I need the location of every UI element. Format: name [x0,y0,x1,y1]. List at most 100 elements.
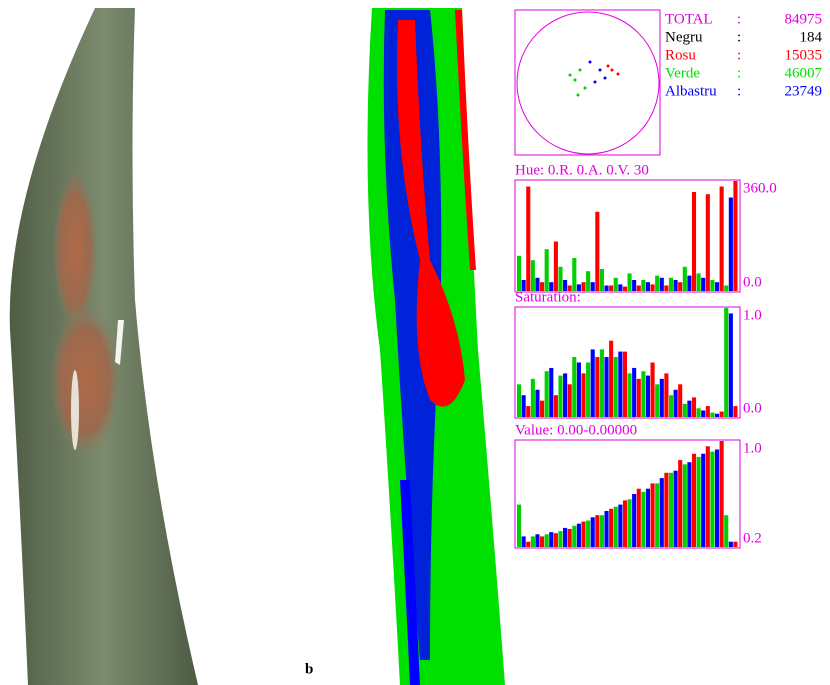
body: b TOTAL:84975Negru:184Rosu:15035Verde:46… [0,0,830,685]
histogram-bar [545,371,549,417]
histogram-bar [710,413,714,417]
histogram-bar [692,192,696,291]
histogram-bar [577,524,581,547]
histogram-bar [572,258,576,291]
histogram-bar [715,414,719,417]
histogram-bar [664,473,668,547]
histogram-bottom-label: 0.0 [743,400,762,416]
histogram-bar [595,515,599,547]
histogram-bar [651,284,655,291]
polar-circle [517,12,659,154]
histogram-bar [678,460,682,547]
histogram-bar [604,357,608,417]
histogram-bar [687,462,691,547]
histogram-bottom-label: 0.0 [743,274,762,290]
histogram-title: Value: 0.00-0.00000 [515,422,637,438]
histogram-bar [706,194,710,291]
histogram-bar [683,464,687,547]
histogram-bar [628,499,632,547]
histogram-bar [581,373,585,417]
histogram-title: Hue: 0.R. 0.A. 0.V. 30 [515,162,649,178]
stat-label: TOTAL [665,11,713,27]
stat-label: Rosu [665,47,696,63]
histogram-bar [701,278,705,291]
histogram-bar [531,536,535,547]
histogram-bar [623,500,627,547]
histogram-bar [591,282,595,291]
figure: b TOTAL:84975Negru:184Rosu:15035Verde:46… [0,0,830,685]
histogram-bar [554,395,558,417]
histogram-bar [687,276,691,291]
histogram-bar [572,526,576,547]
histogram-bar [729,198,733,292]
histogram-bar [581,282,585,291]
histogram-bar [618,284,622,291]
histogram-bar [678,384,682,417]
stat-label: Verde [665,65,700,81]
histogram-bar [683,404,687,417]
histogram-bar [632,494,636,547]
histogram-top-label: 1.0 [743,307,762,323]
histogram-bar [646,489,650,547]
histogram-top-label: 360.0 [743,180,777,196]
stat-sep: : [737,29,741,45]
histogram-bar [687,401,691,417]
histogram-bar [563,528,567,547]
histogram-bar [604,511,608,547]
histogram-bar [724,515,728,547]
histogram-bar [586,521,590,548]
histogram-bar [733,181,737,291]
histogram-bar [664,373,668,417]
histogram-bar [535,390,539,417]
histogram-bar [545,534,549,547]
histogram-bar [655,276,659,291]
histogram-bar [655,483,659,547]
histogram-bar [535,534,539,547]
histogram-bar [697,408,701,417]
histogram-bar [558,376,562,417]
histogram-bar [733,542,737,547]
histogram-title: Saturation: [515,289,581,305]
histogram-bar [692,454,696,547]
histogram-bar [554,242,558,292]
histogram-bar [558,267,562,291]
histogram-bar [701,454,705,547]
histogram-bar [641,492,645,547]
histogram-bar [701,410,705,417]
histogram-bar [549,368,553,417]
histogram-bar [558,531,562,547]
histogram-bar [526,187,530,292]
histogram-bar [706,406,710,417]
histogram-bar [581,522,585,547]
histogram-bar [563,373,567,417]
histogram-bar [641,280,645,291]
histogram-bar [614,357,618,417]
stat-value: 15035 [785,47,823,63]
histogram-bar [586,271,590,291]
histogram-bar [591,349,595,417]
histogram-bar [660,379,664,417]
histogram-bar [637,379,641,417]
histogram-bar [522,536,526,547]
histogram-bar [591,517,595,547]
polar-points [569,61,620,97]
page: Leaf color analysis {"panel_label": "b",… [0,0,830,685]
histogram-bar [517,384,521,417]
histogram-bar [526,406,530,417]
histogram-bar [674,390,678,417]
histogram-bar [600,269,604,291]
histogram-bar [715,282,719,291]
histogram-bar [614,278,618,291]
stat-value: 84975 [785,11,823,27]
histogram-bar [733,406,737,417]
histogram-bar [595,357,599,417]
histogram-bar [618,352,622,417]
histogram-bar [646,282,650,291]
histogram-bar [724,286,728,292]
stat-sep: : [737,47,741,63]
histogram-bar [655,384,659,417]
stat-value: 23749 [785,83,823,99]
histogram-bar [664,286,668,292]
histogram-bar [720,441,724,547]
histogram-bar [540,536,544,547]
